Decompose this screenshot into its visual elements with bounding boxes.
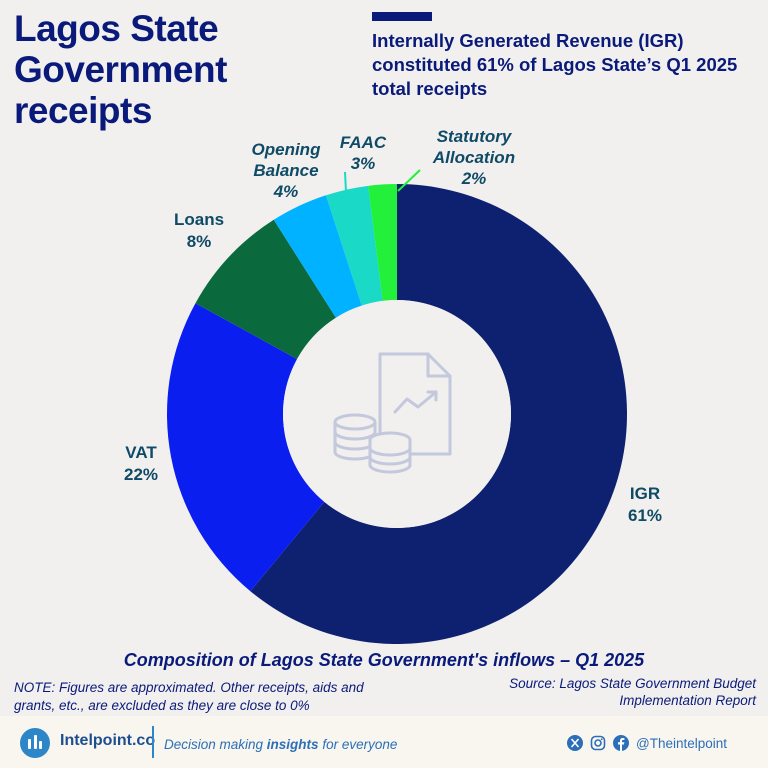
source-note: Source: Lagos State Government Budget Im…: [509, 676, 756, 708]
brand-name[interactable]: Intelpoint.co: [60, 732, 156, 749]
label-vat-pct: 22%: [124, 465, 158, 484]
label-statutory-pct: 2%: [461, 169, 487, 188]
label-loans-pct: 8%: [187, 232, 212, 251]
x-icon[interactable]: [567, 735, 583, 751]
label-loans-name: Loans: [174, 210, 224, 229]
page-title: Lagos State Government receipts: [14, 8, 227, 131]
tagline-text-2: for everyone: [318, 737, 398, 752]
donut-hole: [283, 300, 511, 528]
slice-opening-balance: [273, 195, 362, 318]
intelpoint-logo-icon[interactable]: [20, 728, 50, 758]
donut-slices: [166, 184, 627, 644]
label-faac-name: FAAC: [340, 133, 387, 152]
label-faac-pct: 3%: [351, 154, 376, 173]
label-opening-name-2: Balance: [253, 161, 318, 180]
footer: Intelpoint.co Decision making insights f…: [0, 716, 768, 768]
facebook-icon[interactable]: [613, 735, 629, 751]
slice-statutory-allocation: [368, 184, 397, 301]
slice-igr: [250, 184, 627, 644]
faac-leader-line: [344, 171, 347, 193]
statutory-leader-line: [397, 169, 421, 192]
tagline-bold: insights: [266, 737, 319, 752]
label-igr-pct: 61%: [628, 506, 662, 525]
slice-vat: [166, 303, 325, 592]
tagline-text-1: Decision making: [164, 737, 267, 752]
label-statutory-name-1: Statutory: [437, 127, 513, 146]
footnote: NOTE: Figures are approximated. Other re…: [14, 680, 364, 713]
label-opening-pct: 4%: [273, 182, 299, 201]
subtitle-accent-bar: [372, 12, 432, 21]
finance-report-coins-icon: [333, 352, 452, 474]
label-igr-name: IGR: [630, 484, 660, 503]
subtitle: Internally Generated Revenue (IGR) const…: [372, 30, 738, 99]
slice-loans: [195, 219, 336, 360]
slice-faac: [325, 185, 383, 306]
label-statutory-name-2: Allocation: [432, 148, 515, 167]
instagram-icon[interactable]: [590, 735, 606, 751]
tagline: Decision making insights for everyone: [164, 737, 397, 752]
label-vat-name: VAT: [125, 443, 157, 462]
label-opening-name-1: Opening: [252, 140, 322, 159]
chart-caption: Composition of Lagos State Government's …: [123, 650, 645, 670]
footer-divider: [152, 726, 154, 758]
social-handle[interactable]: @Theintelpoint: [636, 736, 728, 751]
